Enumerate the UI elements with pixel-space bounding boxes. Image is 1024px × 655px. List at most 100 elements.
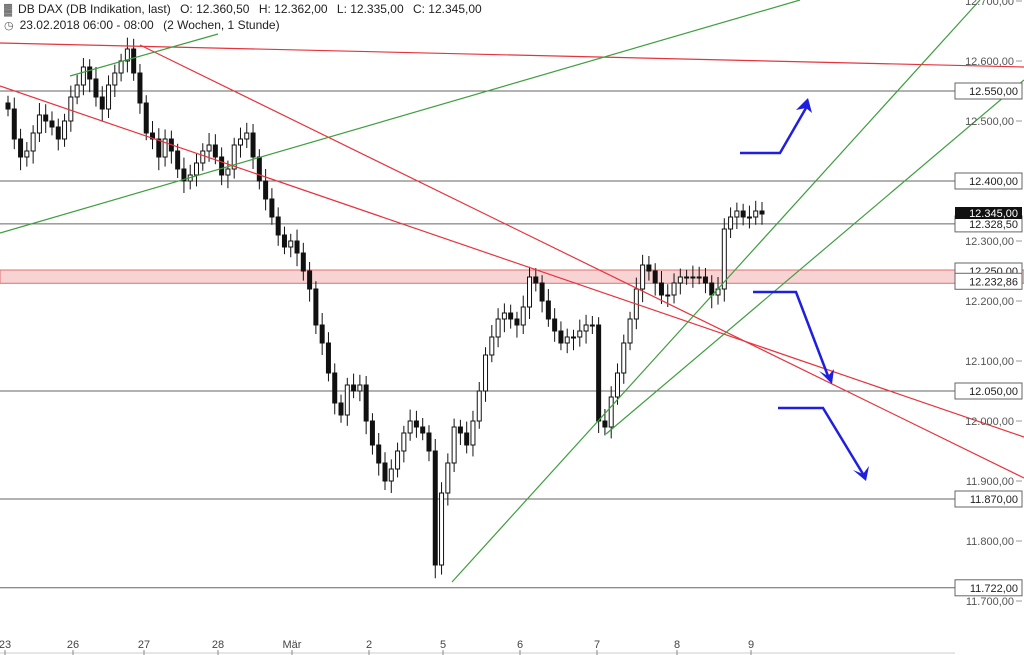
candle [734, 202, 740, 229]
candle [728, 207, 734, 238]
level-label-5: 11.722,00 [954, 579, 1023, 597]
candle [244, 122, 250, 148]
candle [112, 64, 118, 97]
candle [501, 303, 507, 333]
candle [489, 325, 495, 363]
candle [571, 329, 576, 351]
candle [432, 439, 438, 579]
y-tick-label: 12.300,00 [965, 236, 1014, 248]
candle [74, 74, 80, 105]
candle [627, 311, 633, 351]
candle [658, 271, 664, 304]
close-value: C: 12.345,00 [412, 2, 482, 16]
svg-text:12.400,00: 12.400,00 [969, 176, 1018, 188]
candle [313, 281, 319, 334]
resistance-line-steep [139, 44, 1024, 479]
timestamp: 23.02.2018 06:00 - 08:00 [19, 18, 154, 32]
candle [539, 275, 545, 313]
candle [143, 95, 149, 141]
level-label-4: 11.870,00 [954, 490, 1023, 508]
candle [250, 124, 256, 169]
candle [55, 118, 61, 151]
candle [759, 202, 765, 225]
candle [514, 311, 520, 338]
candle [702, 268, 708, 294]
candle [753, 200, 759, 225]
candle [552, 308, 558, 342]
candle [93, 67, 99, 107]
x-tick-label: 27 [138, 639, 150, 651]
trend-line-upper [0, 0, 801, 234]
candle [263, 169, 269, 211]
candle [564, 328, 570, 354]
candle [99, 86, 105, 122]
candle [495, 308, 501, 348]
x-tick-label: 26 [67, 639, 79, 651]
x-tick-label: 9 [748, 639, 754, 651]
candle [62, 113, 68, 147]
candle [344, 377, 350, 426]
resistance-zone [0, 269, 1024, 284]
candle [445, 453, 451, 506]
candle [206, 133, 212, 162]
candle [426, 425, 432, 462]
candle [577, 319, 583, 347]
arrow-down-low [778, 406, 869, 481]
candle [175, 143, 181, 178]
candle [382, 452, 388, 490]
x-tick-label: Mär [283, 639, 302, 651]
level-label-0: 12.550,00 [954, 82, 1023, 100]
candle [200, 143, 206, 171]
chart-header-line1: ▓ DB DAX (DB Indikation, last) O: 12.360,… [4, 2, 488, 16]
candle [30, 125, 36, 164]
candle [5, 95, 11, 117]
candle [288, 233, 294, 258]
y-tick-label: 12.500,00 [965, 116, 1014, 128]
svg-text:11.870,00: 11.870,00 [970, 494, 1018, 506]
candle [237, 127, 243, 158]
candle [307, 262, 313, 302]
level-label-1: 12.400,00 [954, 172, 1023, 190]
candle [376, 433, 382, 476]
candle [181, 157, 187, 193]
candle [357, 374, 363, 402]
candle [583, 314, 589, 344]
y-tick-label: 11.800,00 [966, 536, 1014, 548]
x-tick-label: 7 [594, 639, 600, 651]
x-tick-label: 23 [0, 639, 11, 651]
candle [269, 188, 275, 225]
arrow-up [740, 98, 812, 155]
y-tick-label: 12.600,00 [965, 56, 1014, 68]
candle [677, 268, 683, 295]
candle [508, 304, 514, 329]
candle [483, 347, 489, 402]
candle [696, 266, 702, 285]
trend-line-steep [451, 0, 981, 583]
open-value: O: 12.360,50 [180, 2, 250, 16]
candle [68, 85, 74, 132]
svg-text:12.550,00: 12.550,00 [969, 86, 1018, 98]
candle [520, 295, 526, 334]
candle [168, 130, 174, 164]
svg-text:12.345,00: 12.345,00 [969, 208, 1018, 220]
candle [388, 459, 394, 493]
chart-header-line2: ◷ 23.02.2018 06:00 - 08:00 (2 Wochen, 1 S… [4, 18, 286, 32]
bar-chart-icon: ▓ [4, 4, 13, 16]
svg-text:12.050,00: 12.050,00 [969, 386, 1018, 398]
clock-icon: ◷ [4, 20, 14, 32]
y-tick-label: 12.200,00 [965, 296, 1014, 308]
candle [395, 442, 401, 478]
x-tick-label: 5 [440, 639, 446, 651]
candle [281, 226, 287, 255]
candle [332, 363, 338, 415]
candle [476, 382, 482, 429]
period: (2 Wochen, 1 Stunde) [163, 18, 280, 32]
candle [338, 394, 344, 423]
level-label-2: 12.328,50 [954, 215, 1023, 233]
candle [80, 58, 86, 96]
candle [671, 273, 677, 304]
y-tick-label: 12.000,00 [965, 416, 1014, 428]
candle [740, 203, 746, 226]
x-tick-label: 6 [517, 639, 523, 651]
